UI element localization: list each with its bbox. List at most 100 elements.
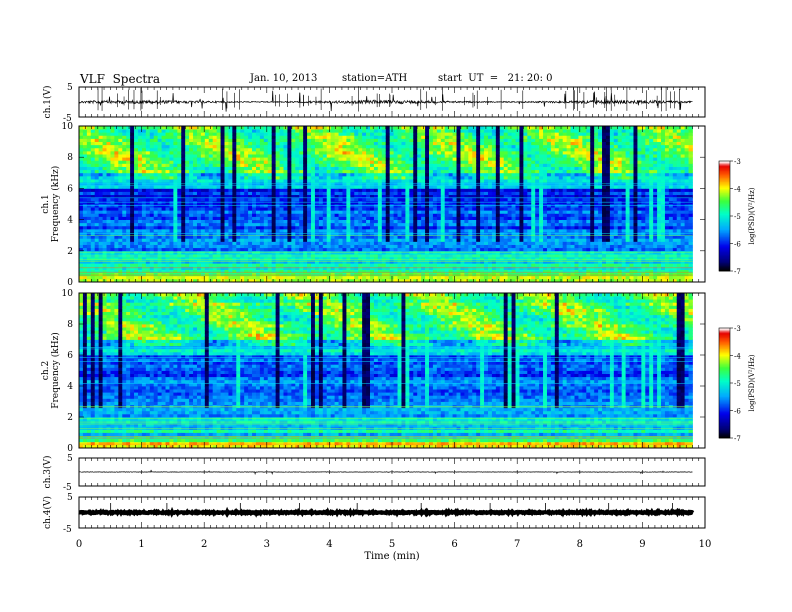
spectrogram-cell	[366, 191, 371, 196]
spectrogram-cell	[346, 150, 351, 155]
spectrogram-cell	[224, 247, 229, 252]
spectrogram-cell	[448, 207, 453, 211]
spectrogram-cell	[216, 172, 221, 177]
spectrogram-cell	[342, 175, 347, 180]
spectrogram-cell	[141, 219, 147, 224]
spectrogram-cell	[244, 216, 249, 220]
spectrogram-cell	[236, 169, 241, 174]
spectrogram-cell	[287, 172, 292, 177]
spectrogram-cell	[90, 188, 96, 192]
spectrogram-cell	[385, 244, 391, 249]
spectrogram-cell	[236, 204, 241, 208]
spectrogram-cell	[393, 235, 398, 239]
spectrogram-cell	[291, 228, 296, 233]
spectrogram-cell	[157, 269, 162, 274]
spectrogram-cell	[216, 154, 221, 158]
spectrogram-cell	[208, 210, 214, 214]
spectrogram-cell	[212, 232, 218, 236]
spectrogram-cell	[362, 260, 367, 264]
spectrogram-cell	[189, 244, 194, 249]
spectrogram-cell	[169, 166, 174, 171]
spectrogram-cell	[79, 269, 84, 274]
spectrogram-cell	[212, 210, 218, 214]
spectrogram-cell	[153, 172, 159, 177]
spectrogram-cell	[440, 235, 446, 239]
spectrogram-cell	[181, 185, 186, 189]
spectrogram-cell	[432, 154, 438, 158]
spectrogram-cell	[208, 225, 214, 230]
spectrogram-cell	[130, 207, 135, 211]
spectrogram-cell	[244, 200, 249, 205]
spectrogram-cell	[283, 185, 288, 189]
spectrogram-cell	[318, 138, 324, 142]
spectrogram-cell	[255, 154, 261, 158]
spectrogram-cell	[275, 138, 280, 142]
spectrogram-cell	[366, 266, 371, 270]
spectrogram-cell	[448, 238, 453, 242]
spectrogram-cell	[232, 225, 237, 230]
spectrogram-cell	[346, 253, 351, 258]
spectrogram-cell	[259, 266, 265, 270]
spectrogram-cell	[220, 247, 225, 252]
spectrogram-cell	[358, 126, 363, 130]
spectrogram-cell	[204, 157, 210, 161]
spectrogram-cell	[436, 266, 442, 270]
spectrogram-cell	[185, 129, 190, 133]
spectrogram-cell	[141, 269, 147, 274]
spectrogram-cell	[295, 197, 300, 202]
spectrogram-cell	[252, 150, 257, 155]
spectrogram-cell	[322, 263, 328, 267]
spectrogram-cell	[157, 210, 162, 214]
spectrogram-cell	[248, 241, 253, 245]
spectrogram-cell	[86, 144, 92, 149]
spectrogram-cell	[307, 263, 312, 267]
spectrogram-cell	[181, 250, 186, 255]
spectrogram-cell	[252, 191, 257, 196]
spectrogram-cell	[255, 169, 261, 174]
spectrogram-cell	[377, 160, 383, 164]
spectrogram-cell	[350, 228, 355, 233]
spectrogram-cell	[283, 175, 288, 180]
spectrogram-cell	[448, 225, 453, 230]
spectrogram-cell	[228, 250, 233, 255]
spectrogram-cell	[173, 194, 178, 199]
spectrogram-cell	[350, 250, 355, 255]
spectrogram-cell	[358, 200, 363, 205]
spectrogram-cell	[330, 150, 336, 155]
spectrogram-cell	[429, 157, 434, 161]
spectrogram-cell	[417, 179, 422, 183]
spectrogram-cell	[314, 141, 320, 146]
spectrogram-cell	[362, 219, 367, 224]
spectrogram-cell	[444, 157, 450, 161]
spectrogram-cell	[149, 244, 155, 249]
spectrogram-cell	[389, 132, 394, 136]
spectrogram-cell	[94, 135, 100, 139]
spectrogram-cell	[283, 129, 288, 133]
spectrogram-cell	[232, 210, 237, 214]
spectrogram-cell	[263, 129, 269, 133]
spectrogram-cell	[393, 266, 398, 270]
spectrogram-cell	[436, 222, 442, 227]
spectrogram-cell	[244, 232, 249, 236]
spectrogram-cell	[216, 157, 221, 161]
spectrogram-cell	[157, 141, 162, 146]
spectrogram-cell	[362, 232, 367, 236]
start-time-label: start UT = 21: 20: 0	[438, 73, 553, 84]
spectrogram-cell	[145, 191, 151, 196]
spectrogram-cell	[240, 278, 245, 283]
spectrogram-cell	[106, 235, 111, 239]
spectrogram-cell	[287, 194, 292, 199]
spectrogram-cell	[338, 166, 343, 171]
spectrogram-cell	[366, 253, 371, 258]
spectrogram-cell	[326, 197, 332, 202]
spectrogram-cell	[421, 213, 426, 217]
spectrogram-cell	[287, 219, 292, 224]
spectrogram-cell	[275, 141, 280, 146]
spectrogram-cell	[311, 266, 316, 270]
spectrogram-cell	[193, 253, 198, 258]
spectrogram-cell	[409, 257, 414, 261]
spectrogram-cell	[208, 197, 214, 202]
spectrogram-cell	[118, 179, 123, 183]
spectrogram-cell	[362, 235, 367, 239]
spectrogram-cell	[145, 257, 151, 261]
